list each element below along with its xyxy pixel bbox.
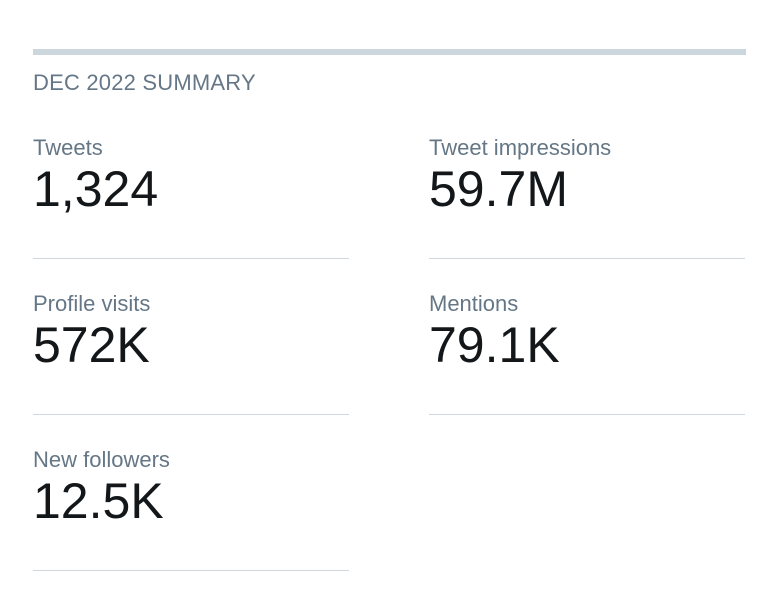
stat-new-followers: New followers 12.5K bbox=[33, 447, 350, 577]
stat-value: 572K bbox=[33, 317, 150, 373]
stat-value: 59.7M bbox=[429, 161, 568, 217]
stat-divider bbox=[429, 414, 745, 415]
stat-label: Tweet impressions bbox=[429, 135, 612, 160]
stat-mentions: Mentions 79.1K bbox=[429, 291, 746, 421]
summary-top-divider bbox=[33, 49, 746, 55]
stat-tweet-impressions: Tweet impressions 59.7M bbox=[429, 135, 746, 265]
stat-label: New followers bbox=[33, 447, 170, 472]
stat-tweets: Tweets 1,324 bbox=[33, 135, 350, 265]
stat-label: Mentions bbox=[429, 291, 519, 316]
stat-divider bbox=[33, 258, 349, 259]
summary-title: DEC 2022 SUMMARY bbox=[33, 70, 256, 95]
stat-profile-visits: Profile visits 572K bbox=[33, 291, 350, 421]
stat-value: 79.1K bbox=[429, 317, 560, 373]
stat-divider bbox=[33, 570, 349, 571]
stat-value: 1,324 bbox=[33, 161, 159, 217]
stat-value: 12.5K bbox=[33, 473, 164, 529]
stat-divider bbox=[429, 258, 745, 259]
stat-divider bbox=[33, 414, 349, 415]
stat-label: Profile visits bbox=[33, 291, 151, 316]
stat-label: Tweets bbox=[33, 135, 103, 160]
